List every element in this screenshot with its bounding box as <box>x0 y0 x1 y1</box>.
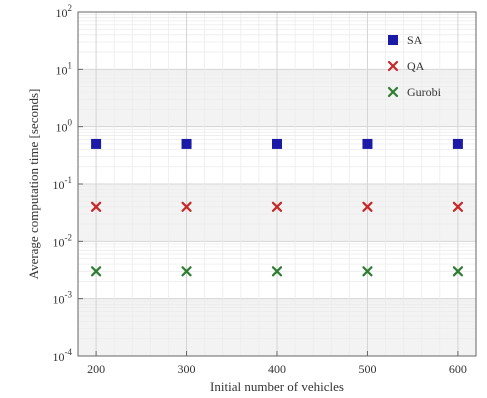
grid-lines <box>77 11 477 357</box>
series-gurobi <box>90 266 464 277</box>
marker-stroke <box>452 201 464 212</box>
legend-marker <box>387 86 399 98</box>
data-point <box>272 138 282 149</box>
x-tick-label: 400 <box>268 362 286 376</box>
legend: SA QA Gurobi <box>387 33 442 99</box>
data-point <box>181 138 192 149</box>
data-point <box>452 266 464 277</box>
marker-stroke <box>271 201 283 212</box>
data-point <box>362 266 373 277</box>
marker-stroke <box>181 266 192 277</box>
x-axis-label: Initial number of vehicles <box>210 379 344 394</box>
data-point <box>271 266 283 277</box>
data-point <box>452 201 464 212</box>
x-tick-label: 200 <box>87 362 105 376</box>
y-axis-label: Average computation time [seconds] <box>26 89 41 280</box>
x-tick-label: 300 <box>178 362 196 376</box>
marker-stroke <box>271 266 283 277</box>
x-axis-ticks: 200 300 400 500 600 <box>87 351 467 376</box>
data-point <box>181 266 192 277</box>
legend-label: SA <box>407 33 423 47</box>
data-point <box>90 201 102 212</box>
legend-label: QA <box>407 59 425 73</box>
data-point <box>362 201 373 212</box>
data-point <box>271 201 283 212</box>
y-tick-label: 10-4 <box>53 347 73 364</box>
y-tick-label: 10-3 <box>53 290 73 307</box>
data-point <box>91 138 102 149</box>
y-tick-label: 10-1 <box>53 175 73 192</box>
y-tick-label: 10-2 <box>53 232 73 249</box>
x-tick-label: 500 <box>358 362 376 376</box>
marker-stroke <box>452 266 464 277</box>
marker-stroke <box>90 201 102 212</box>
marker-stroke <box>90 266 102 277</box>
data-point <box>362 138 373 149</box>
y-tick-label: 101 <box>56 60 73 77</box>
series-sa <box>91 138 463 149</box>
y-axis-ticks: 10-4 10-3 10-2 10-1 100 101 102 <box>53 3 83 364</box>
marker-stroke <box>387 86 399 98</box>
data-series <box>90 138 464 277</box>
marker-stroke <box>387 60 399 72</box>
marker-stroke <box>181 201 192 212</box>
data-point <box>181 201 192 212</box>
data-point <box>452 138 463 149</box>
data-point <box>90 266 102 277</box>
marker-stroke <box>362 201 373 212</box>
y-tick-label: 100 <box>56 118 73 135</box>
legend-label: Gurobi <box>407 85 442 99</box>
legend-marker <box>387 60 399 72</box>
y-tick-label: 102 <box>56 3 73 20</box>
legend-marker <box>388 35 398 45</box>
marker-stroke <box>362 266 373 277</box>
x-tick-label: 600 <box>449 362 467 376</box>
series-qa <box>90 201 464 212</box>
